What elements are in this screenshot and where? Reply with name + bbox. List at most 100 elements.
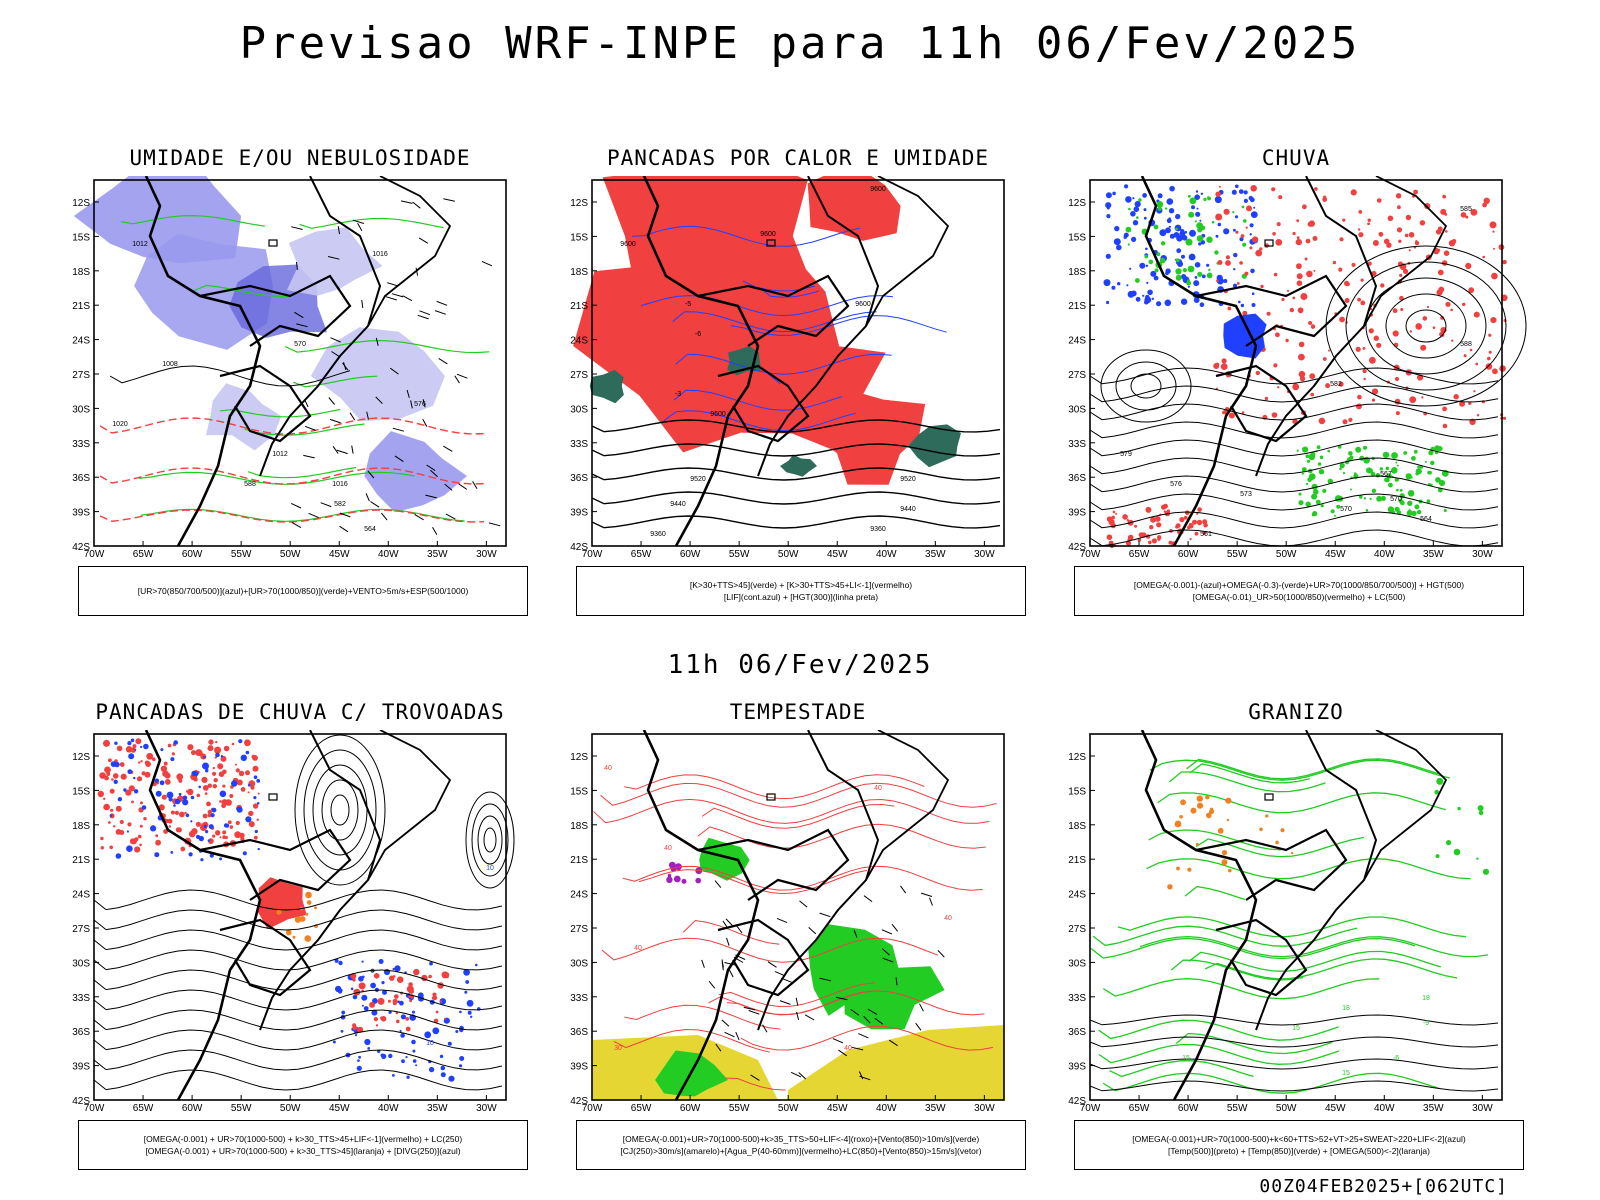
thunderstorm-area-red	[185, 790, 189, 793]
rain-area-green	[1156, 252, 1161, 257]
rain-area-green	[1327, 449, 1330, 453]
thunderstorm-area-red	[353, 988, 361, 996]
rain-area-blue	[1223, 279, 1228, 283]
contour-label: 573	[1240, 491, 1252, 498]
rain-area-red	[1339, 237, 1344, 242]
thunderstorm-area-red	[252, 765, 259, 772]
divergence-area-blue	[367, 1047, 371, 1050]
omega-area-orange	[1187, 867, 1192, 872]
map-layer: 9600 9600 9600 9600 9600 9520 9520 9440 9440 9360…	[573, 176, 1001, 538]
wind-vector	[488, 522, 501, 527]
rain-area-blue	[1132, 220, 1139, 226]
lifted-index-contour	[640, 295, 894, 317]
divergence-area-blue	[223, 823, 229, 828]
wind-vector	[481, 260, 493, 267]
low-pressure-contour	[1130, 373, 1162, 399]
thunderstorm-area-red	[406, 985, 414, 993]
state-border	[717, 364, 810, 443]
rain-area-blue	[1251, 292, 1255, 295]
legend-box: [OMEGA(-0.001)+UR>70(1000-500)+k<60+TTS>…	[1074, 1120, 1524, 1170]
divergence-area-blue	[173, 804, 176, 807]
rain-area-red	[1215, 362, 1220, 367]
rain-area-red	[1255, 249, 1263, 257]
wind-vector	[357, 222, 363, 231]
wind-vector	[920, 892, 933, 897]
divergence-area-blue	[463, 969, 470, 976]
thunderstorm-area-red	[352, 1023, 357, 1028]
rain-area-red	[1202, 531, 1206, 535]
rain-area-green	[1318, 469, 1325, 475]
divergence-area-blue	[338, 960, 343, 966]
rain-area-red	[1106, 534, 1113, 540]
thunderstorm-area-red	[225, 799, 232, 806]
wind-vector	[728, 969, 734, 978]
precipitable-water-contour	[593, 798, 990, 824]
lat-label: 39S	[570, 1062, 588, 1073]
rain-area-blue	[1198, 242, 1202, 246]
rain-area-green	[1311, 513, 1315, 517]
rain-area-red	[1451, 339, 1454, 342]
lon-label: 60W	[1178, 549, 1199, 560]
divergence-area-blue	[245, 750, 250, 755]
rain-area-red	[1298, 353, 1305, 361]
temperature-850-contour	[1188, 950, 1442, 972]
rain-area-blue	[1233, 268, 1236, 271]
map-trovoadas: 10 10 12S 15S 18S 21S 24S 27S 30S 33S 36S 39S 42S70W…	[72, 730, 515, 1114]
rain-area-green	[1189, 197, 1197, 205]
rain-area-red	[1367, 222, 1370, 226]
divergence-area-blue	[356, 1065, 362, 1071]
rain-area-blue	[1195, 190, 1199, 193]
rain-area-red	[1443, 250, 1450, 256]
rain-area-blue	[1238, 189, 1244, 194]
divergence-area-blue	[134, 748, 137, 751]
rain-area-blue	[1130, 211, 1136, 217]
rain-area-green	[1160, 241, 1166, 246]
instability-area-red	[813, 389, 926, 485]
thunderstorm-area-red	[222, 769, 227, 775]
rain-area-red	[1344, 298, 1350, 303]
height-contour	[1089, 493, 1499, 511]
divergence-area-blue	[143, 743, 149, 750]
wind-vector	[804, 1014, 815, 1021]
thunderstorm-area-red	[357, 1026, 364, 1033]
rain-area-red	[1356, 403, 1362, 410]
divergence-area-blue	[185, 813, 190, 818]
divergence-area-blue	[256, 779, 261, 783]
divergence-area-blue	[166, 791, 174, 799]
rain-area-green	[1365, 509, 1369, 512]
divergence-area-blue	[361, 960, 364, 963]
temperature-850-contour	[1109, 1060, 1254, 1078]
contour-label: 588	[244, 481, 256, 488]
wind-vector	[790, 1071, 802, 1078]
rain-area-blue	[1253, 206, 1256, 209]
divergence-area-blue	[173, 740, 178, 745]
divergence-area-blue	[440, 1065, 446, 1071]
rain-area-blue	[1145, 247, 1148, 251]
humidity-contour-green	[244, 423, 365, 436]
rain-area-green	[1186, 280, 1191, 286]
rain-area-green	[1339, 467, 1342, 471]
divergence-area-blue	[154, 778, 159, 783]
panel-title: PANCADAS DE CHUVA C/ TROVOADAS	[95, 700, 505, 724]
divergence-area-blue	[364, 1038, 371, 1046]
rain-area-red	[1292, 383, 1300, 391]
temperature-850-contour	[1457, 806, 1461, 811]
rain-area-red	[1492, 368, 1498, 375]
contour-label: 570	[1390, 496, 1402, 503]
rain-area-blue	[1181, 235, 1188, 241]
rain-area-red	[1242, 310, 1248, 316]
lat-label: 42S	[72, 1096, 90, 1107]
rain-area-green	[1241, 205, 1245, 209]
rain-area-red	[1308, 220, 1315, 227]
wind-vector	[929, 897, 933, 906]
rain-area-blue	[1169, 185, 1175, 192]
rain-area-green	[1320, 504, 1324, 508]
divergence-area-blue	[470, 1015, 473, 1018]
map-frame	[1089, 179, 1503, 547]
rain-area-green	[1414, 504, 1420, 510]
storm-area-purple	[666, 876, 673, 883]
thunderstorm-area-red	[134, 846, 141, 853]
thunderstorm-area-red	[206, 801, 211, 807]
lat-label: 24S	[1068, 336, 1086, 347]
thunderstorm-area-red	[229, 825, 234, 829]
